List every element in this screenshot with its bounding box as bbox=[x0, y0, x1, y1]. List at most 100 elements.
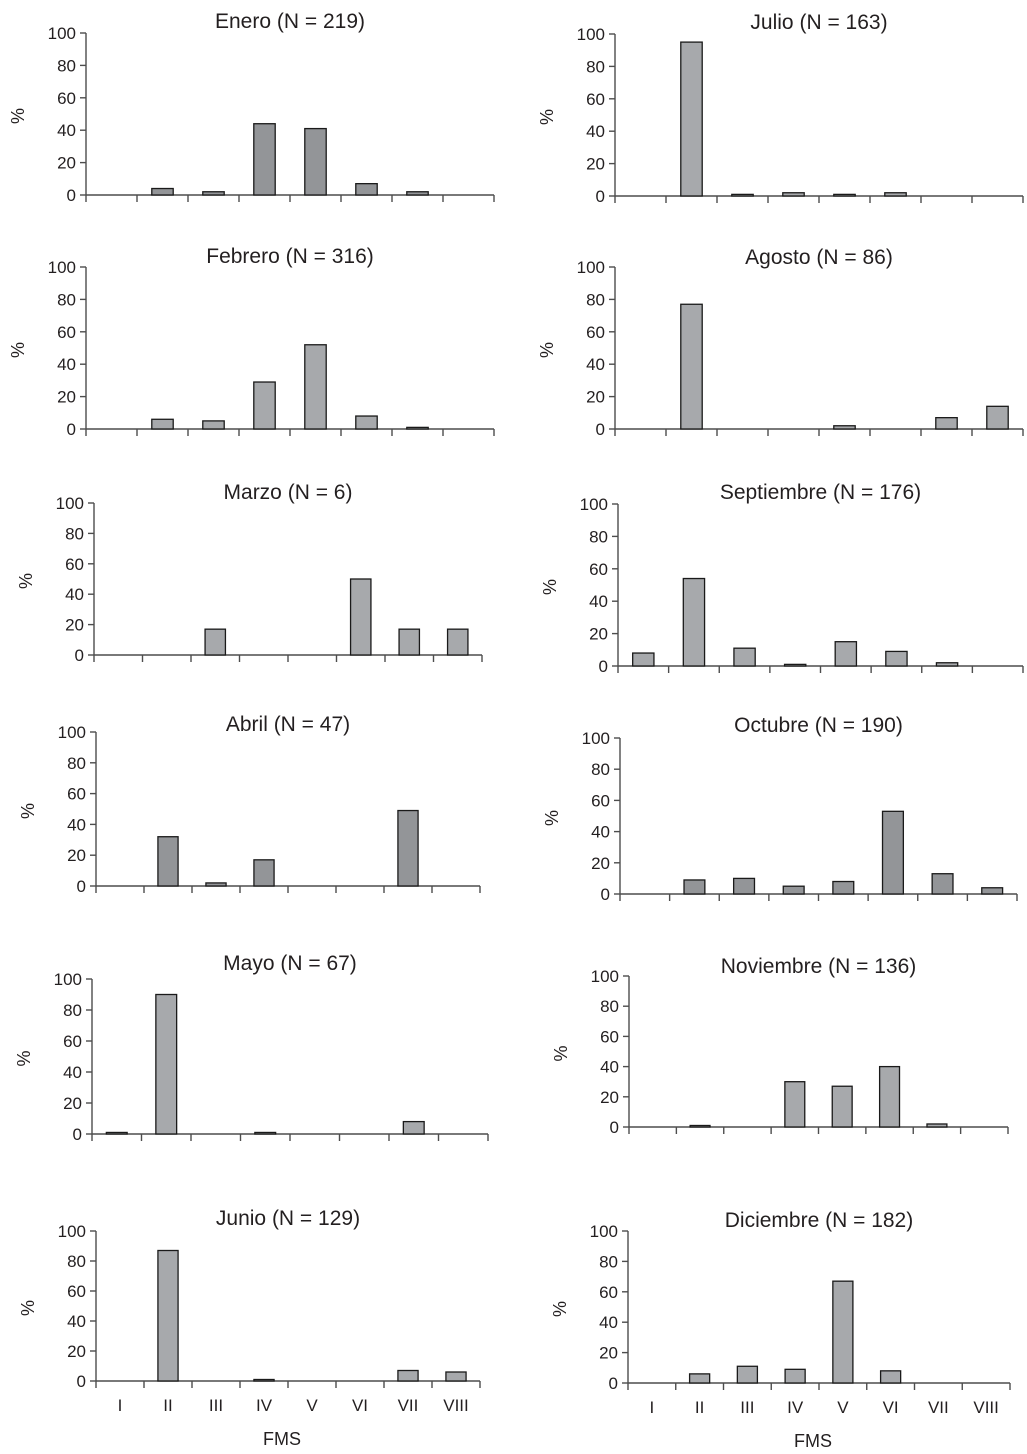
y-tick-label: 80 bbox=[67, 1252, 86, 1271]
bar-IV bbox=[782, 885, 805, 895]
y-tick-label: 0 bbox=[596, 187, 605, 206]
bar-II bbox=[688, 1373, 711, 1384]
x-category-label: VIII bbox=[443, 1396, 469, 1415]
y-tick-label: 20 bbox=[586, 155, 605, 174]
y-tick-label: 60 bbox=[57, 89, 76, 108]
bar-II bbox=[682, 577, 706, 667]
bar-IV bbox=[254, 1131, 277, 1135]
y-tick-label: 40 bbox=[63, 1063, 82, 1082]
y-tick-label: 0 bbox=[601, 885, 610, 904]
x-axis-label: FMS bbox=[263, 1429, 301, 1449]
y-tick-label: 0 bbox=[77, 1372, 86, 1391]
bar-VII bbox=[931, 873, 954, 895]
y-axis-label: % bbox=[16, 573, 36, 589]
bar-IV bbox=[253, 1378, 275, 1382]
y-tick-label: 40 bbox=[586, 355, 605, 374]
y-tick-label: 20 bbox=[65, 616, 84, 635]
bar-V bbox=[304, 344, 327, 430]
bar-V bbox=[304, 127, 327, 196]
bar-IV bbox=[253, 123, 276, 196]
y-tick-label: 80 bbox=[586, 290, 605, 309]
y-tick-label: 100 bbox=[582, 729, 610, 748]
x-category-label: VII bbox=[398, 1396, 419, 1415]
bar-II bbox=[157, 836, 179, 887]
y-tick-label: 60 bbox=[67, 785, 86, 804]
y-tick-label: 40 bbox=[57, 121, 76, 140]
panel-title: Agosto (N = 86) bbox=[745, 246, 893, 269]
y-tick-label: 60 bbox=[65, 555, 84, 574]
y-tick-label: 100 bbox=[54, 970, 82, 989]
panel-title: Febrero (N = 316) bbox=[206, 245, 374, 268]
bar-IV bbox=[253, 859, 275, 887]
y-tick-label: 100 bbox=[58, 723, 86, 742]
panel-title: Enero (N = 219) bbox=[215, 10, 365, 33]
y-tick-label: 100 bbox=[577, 258, 605, 277]
y-tick-label: 0 bbox=[596, 420, 605, 439]
bar-IV bbox=[783, 663, 807, 667]
bar-VI bbox=[884, 192, 907, 197]
y-tick-label: 100 bbox=[577, 25, 605, 44]
x-category-label: II bbox=[695, 1398, 704, 1417]
bar-III bbox=[205, 882, 227, 887]
bar-I bbox=[632, 652, 655, 667]
y-tick-label: 100 bbox=[58, 1222, 86, 1241]
y-tick-label: 80 bbox=[600, 997, 619, 1016]
y-tick-label: 80 bbox=[591, 760, 610, 779]
y-axis-label: % bbox=[542, 810, 562, 826]
x-category-label: V bbox=[837, 1398, 849, 1417]
bar-IV bbox=[782, 192, 805, 197]
bar-VI bbox=[355, 183, 378, 196]
bar-IV bbox=[253, 381, 276, 430]
bar-VI bbox=[881, 810, 905, 895]
bar-II bbox=[683, 879, 706, 895]
bar-III bbox=[731, 193, 754, 197]
y-tick-label: 20 bbox=[600, 1088, 619, 1107]
chart-panel-5: Marzo (N = 6)% 0 20 40 60 80 100 bbox=[16, 481, 483, 665]
y-axis-label: % bbox=[550, 1301, 570, 1317]
y-tick-label: 0 bbox=[73, 1125, 82, 1144]
chart-panel-4: Agosto (N = 86)% 0 20 40 60 80 100 bbox=[537, 246, 1024, 439]
bar-VII bbox=[402, 1120, 425, 1135]
chart-panel-6: Septiembre (N = 176)% 0 20 40 60 80 100 bbox=[540, 481, 1024, 676]
chart-panel-8: Octubre (N = 190)% 0 20 40 60 80 100 bbox=[542, 714, 1018, 904]
chart-panel-3: Febrero (N = 316)% 0 20 40 60 80 100 bbox=[8, 245, 495, 439]
x-category-label: I bbox=[118, 1396, 123, 1415]
x-category-label: V bbox=[306, 1396, 318, 1415]
y-tick-label: 40 bbox=[586, 122, 605, 141]
y-tick-label: 80 bbox=[65, 524, 84, 543]
y-tick-label: 20 bbox=[591, 854, 610, 873]
y-tick-label: 40 bbox=[600, 1058, 619, 1077]
bar-II bbox=[680, 303, 703, 430]
bar-VI bbox=[885, 650, 908, 667]
bar-II bbox=[157, 1249, 179, 1382]
y-tick-label: 80 bbox=[57, 56, 76, 75]
y-tick-label: 40 bbox=[57, 355, 76, 374]
x-category-label: III bbox=[740, 1398, 754, 1417]
y-tick-label: 40 bbox=[65, 585, 84, 604]
y-tick-label: 100 bbox=[48, 258, 76, 277]
panel-title: Julio (N = 163) bbox=[750, 11, 887, 34]
y-tick-label: 80 bbox=[63, 1001, 82, 1020]
bar-VII bbox=[406, 191, 429, 196]
y-axis-label: % bbox=[8, 108, 28, 124]
y-tick-label: 40 bbox=[591, 823, 610, 842]
bar-III bbox=[733, 647, 756, 667]
bar-II bbox=[151, 418, 174, 430]
y-tick-label: 80 bbox=[599, 1252, 618, 1271]
bar-V bbox=[831, 1085, 853, 1128]
chart-panel-10: Noviembre (N = 136)% 0 20 40 60 80 100 bbox=[551, 955, 1009, 1137]
chart-panel-1: Enero (N = 219)% 0 20 40 60 80 100 bbox=[8, 10, 495, 205]
bar-VII bbox=[935, 417, 958, 430]
bar-III bbox=[204, 628, 227, 656]
y-tick-label: 60 bbox=[599, 1283, 618, 1302]
y-tick-label: 100 bbox=[591, 967, 619, 986]
bar-VII bbox=[398, 628, 421, 656]
bar-II bbox=[689, 1124, 711, 1128]
x-category-label: III bbox=[209, 1396, 223, 1415]
y-tick-label: 40 bbox=[67, 1312, 86, 1331]
x-category-label: IV bbox=[787, 1398, 804, 1417]
y-axis-label: % bbox=[537, 342, 557, 358]
